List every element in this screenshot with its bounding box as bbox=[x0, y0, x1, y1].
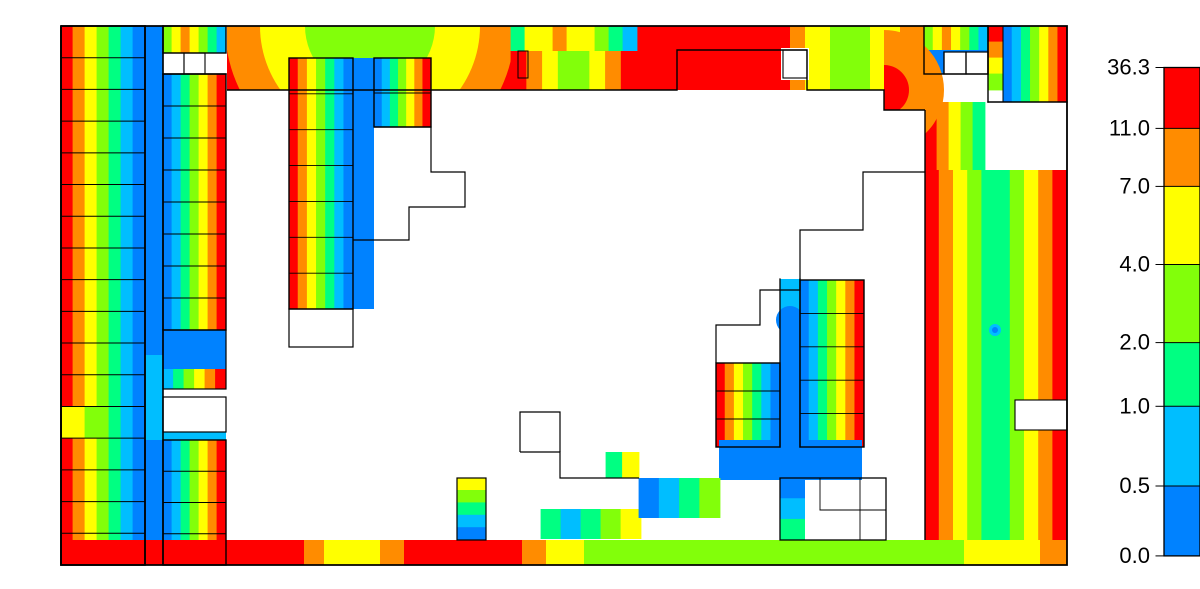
svg-text:4.0: 4.0 bbox=[1119, 252, 1150, 277]
svg-text:0.5: 0.5 bbox=[1119, 473, 1150, 498]
svg-text:36.3: 36.3 bbox=[1107, 55, 1150, 80]
svg-text:0.0: 0.0 bbox=[1119, 543, 1150, 568]
svg-text:2.0: 2.0 bbox=[1119, 330, 1150, 355]
svg-text:11.0: 11.0 bbox=[1109, 115, 1150, 140]
svg-text:7.0: 7.0 bbox=[1119, 173, 1150, 198]
svg-text:1.0: 1.0 bbox=[1119, 393, 1150, 418]
